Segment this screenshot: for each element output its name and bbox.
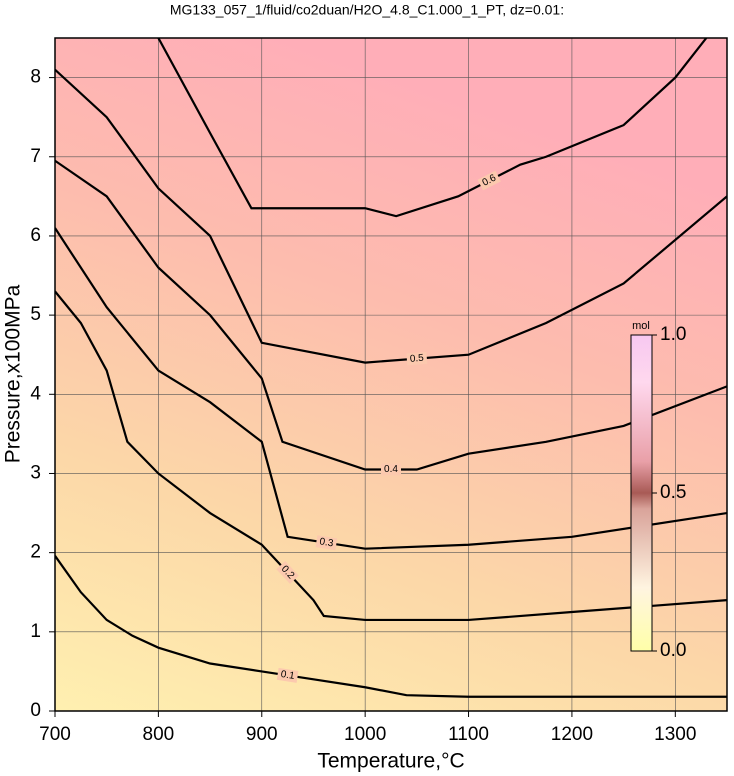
y-tick-label: 6 (30, 225, 41, 246)
y-tick-label: 4 (30, 383, 41, 404)
contour-line (55, 68, 727, 364)
y-tick-label: 3 (30, 462, 41, 483)
contour-label: 0.4 (384, 464, 398, 475)
contour-label: 0.1 (280, 669, 296, 682)
y-tick-label: 7 (30, 146, 41, 167)
y-tick-label: 5 (30, 304, 41, 325)
contour-label-bg (276, 667, 299, 683)
x-tick-label: 700 (39, 724, 71, 745)
chart-title: MG133_057_1/fluid/co2duan/H2O_4.8_C1.000… (170, 2, 564, 18)
contour-label-bg (276, 561, 299, 584)
y-tick-label: 8 (30, 67, 41, 88)
contour-label: 0.5 (410, 353, 425, 365)
contour-line (55, 227, 727, 550)
colorbar-tick-label: 0.0 (660, 640, 686, 661)
y-tick-label: 1 (30, 621, 41, 642)
y-axis-label: Pressure,x100MPa (2, 284, 25, 463)
contour-label-bg (477, 170, 501, 191)
colorbar (630, 334, 653, 652)
x-tick-label: 1300 (654, 724, 696, 745)
contour-label-bg (381, 463, 401, 476)
x-tick-label: 800 (143, 724, 175, 745)
axes: 700 800 900 1000 1100 1200 1300 0 1 2 3 4 5 6 7 8 (30, 67, 696, 745)
y-tick-label: 2 (30, 542, 41, 563)
plot-frame (54, 37, 728, 712)
x-tick-label: 1000 (344, 724, 386, 745)
y-tick-label: 0 (30, 700, 41, 721)
grid (54, 38, 727, 712)
x-tick-label: 1200 (551, 724, 593, 745)
contour-line (157, 38, 708, 218)
x-tick-label: 900 (246, 724, 278, 745)
colorbar-label: mol (632, 320, 650, 332)
colorbar-tick-label: 1.0 (660, 324, 686, 345)
contour-line (55, 290, 727, 622)
contour-line (55, 555, 727, 698)
colorbar-tick-label: 0.5 (660, 482, 686, 503)
contour-label-bg (406, 351, 428, 366)
contour-label-bg (315, 535, 338, 551)
plot-background (55, 38, 727, 711)
contour-label: 0.3 (319, 536, 335, 549)
x-tick-label: 1100 (448, 724, 489, 745)
contours: 0.10.20.30.40.50.6 (55, 38, 727, 698)
contour-line (55, 159, 727, 471)
x-axis-label: Temperature,°C (317, 750, 464, 773)
